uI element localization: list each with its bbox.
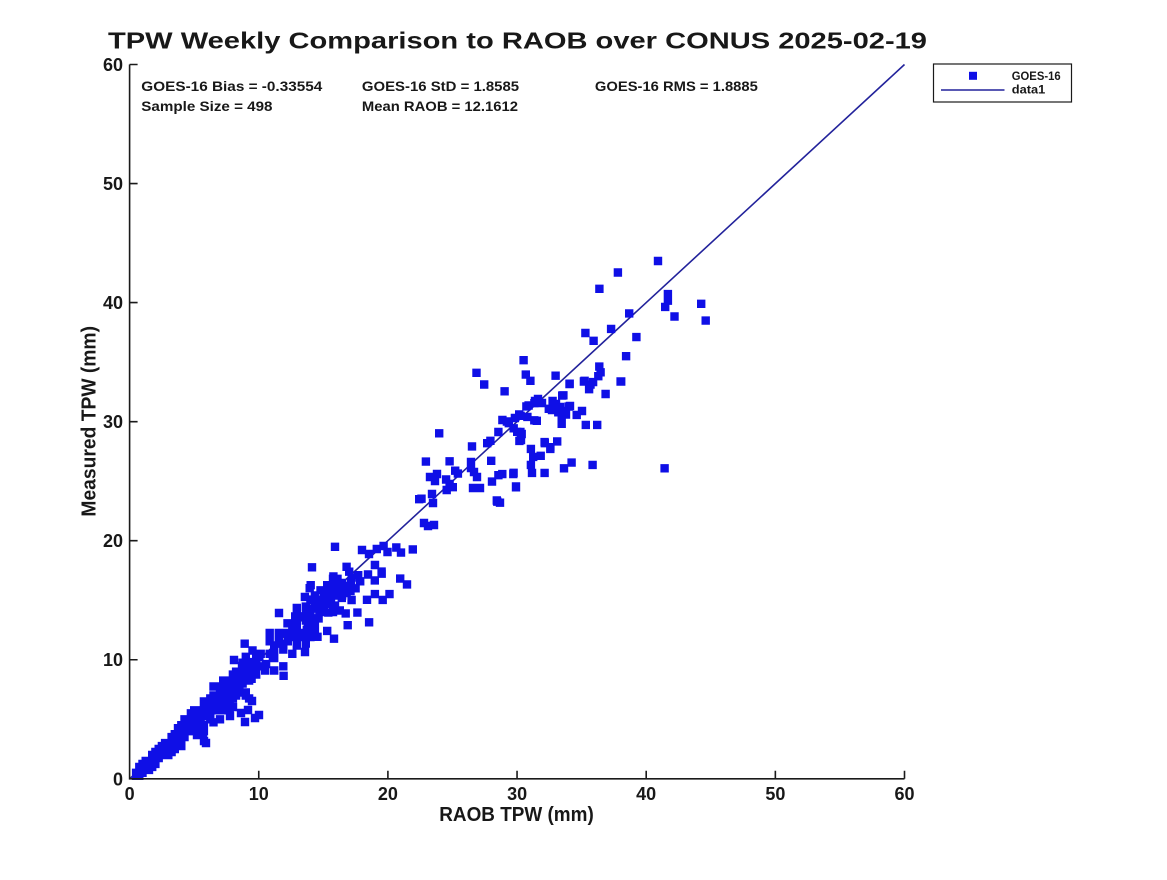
svg-text:GOES-16 Bias = -0.33554: GOES-16 Bias = -0.33554 <box>141 78 322 94</box>
svg-text:20: 20 <box>103 531 123 551</box>
svg-text:50: 50 <box>103 174 123 194</box>
svg-text:30: 30 <box>507 784 527 804</box>
svg-text:10: 10 <box>249 784 269 804</box>
svg-text:TPW Weekly Comparison to RAOB: TPW Weekly Comparison to RAOB over CONUS… <box>108 28 927 54</box>
svg-text:GOES-16 StD = 1.8585: GOES-16 StD = 1.8585 <box>362 78 519 94</box>
svg-text:GOES-16 RMS = 1.8885: GOES-16 RMS = 1.8885 <box>595 78 758 94</box>
svg-text:0: 0 <box>113 769 123 789</box>
svg-text:40: 40 <box>103 293 123 313</box>
svg-text:50: 50 <box>765 784 785 804</box>
svg-text:40: 40 <box>636 784 656 804</box>
svg-text:10: 10 <box>103 650 123 670</box>
svg-text:data1: data1 <box>1012 83 1046 97</box>
svg-text:Measured TPW (mm): Measured TPW (mm) <box>78 326 100 517</box>
svg-text:60: 60 <box>103 55 123 75</box>
svg-text:30: 30 <box>103 412 123 432</box>
svg-text:RAOB TPW (mm): RAOB TPW (mm) <box>439 804 594 826</box>
svg-text:60: 60 <box>894 784 914 804</box>
svg-text:20: 20 <box>378 784 398 804</box>
svg-text:Mean RAOB = 12.1612: Mean RAOB = 12.1612 <box>362 98 518 114</box>
svg-text:Sample Size = 498: Sample Size = 498 <box>141 98 272 114</box>
svg-text:0: 0 <box>125 784 135 804</box>
svg-text:GOES-16: GOES-16 <box>1012 69 1061 83</box>
